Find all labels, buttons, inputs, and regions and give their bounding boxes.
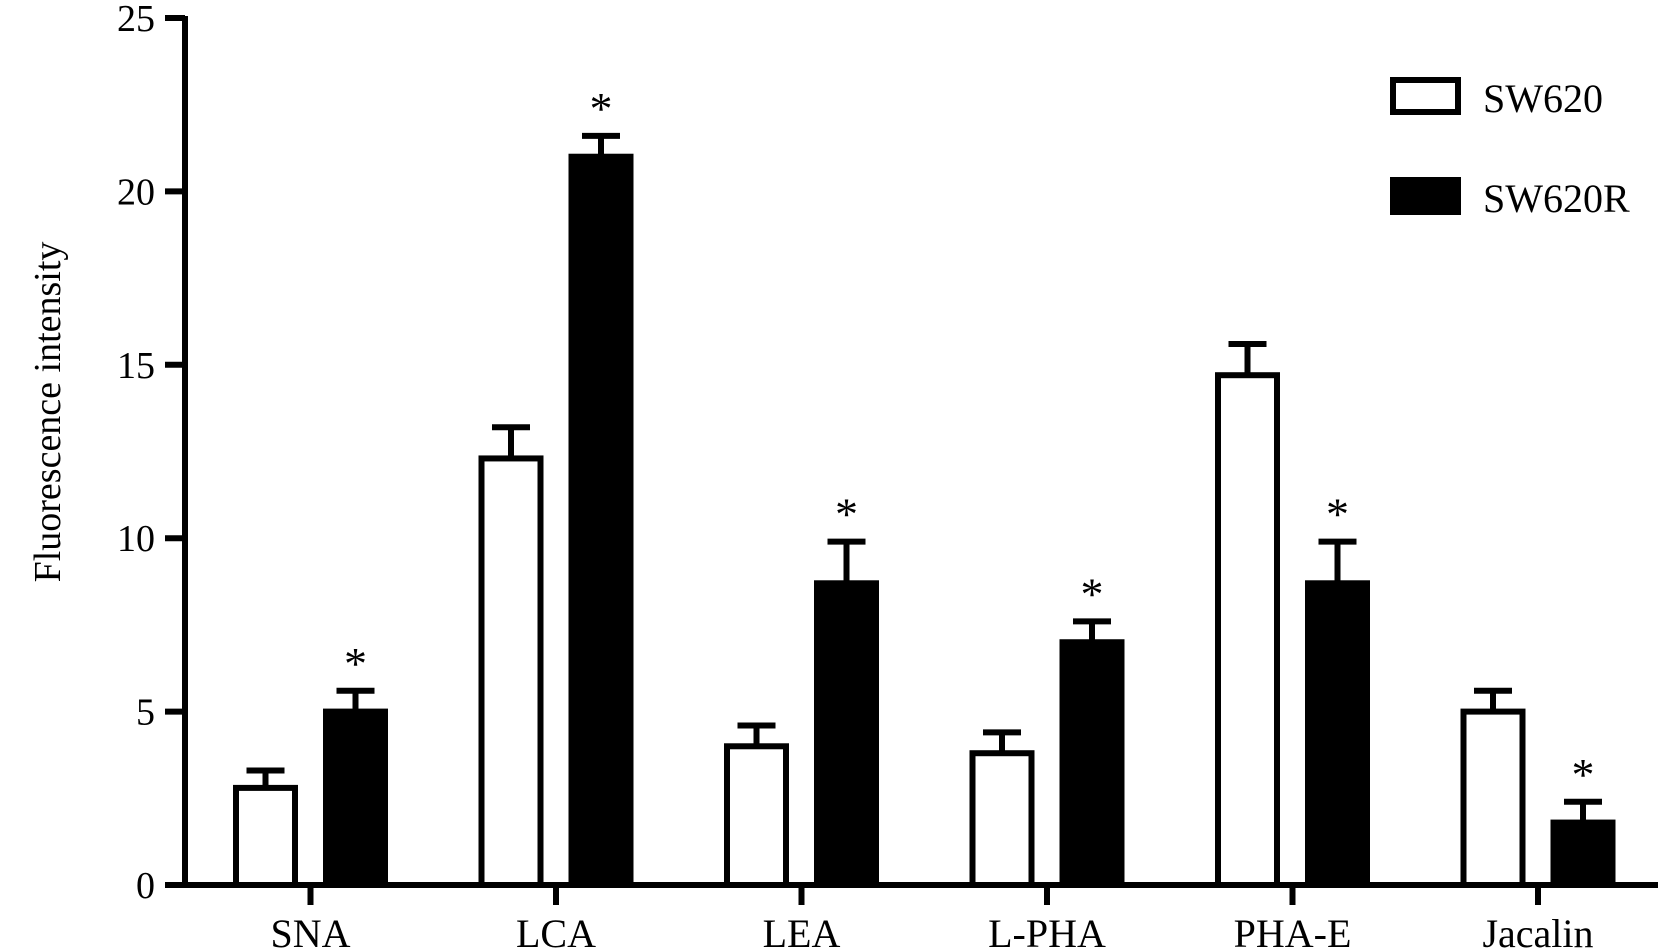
significance-star: * [344, 638, 367, 689]
x-category-label: LEA [763, 911, 841, 952]
significance-star: * [590, 83, 613, 134]
bar-sw620-pha-e [1215, 372, 1280, 888]
y-tick-label: 25 [117, 0, 155, 40]
error-bars [246, 132, 1602, 823]
legend-swatch-sw620 [1390, 77, 1461, 115]
y-tick-label: 5 [136, 692, 155, 734]
bar-sw620r-l-pha [1059, 639, 1125, 888]
y-axis-title: Fluorescence intensity [27, 242, 69, 583]
bar-sw620-lca [478, 455, 544, 888]
bar-sw620-l-pha [969, 750, 1035, 888]
x-category-label: L-PHA [988, 911, 1106, 952]
bar-sw620-lea [724, 743, 789, 889]
bar-sw620-jacalin [1460, 708, 1526, 888]
bars [233, 153, 1616, 889]
significance-star: * [1326, 489, 1349, 540]
y-axis: 0 5 10 15 20 25 [117, 0, 188, 907]
bar-sw620r-lea [814, 580, 879, 888]
legend-label-sw620r: SW620R [1483, 176, 1630, 221]
legend-swatch-sw620r [1390, 177, 1461, 215]
x-category-label: LCA [516, 911, 596, 952]
x-category-label: PHA-E [1234, 911, 1352, 952]
bar-sw620-sna [233, 784, 298, 888]
y-tick-label: 15 [117, 345, 155, 387]
bar-sw620r-pha-e [1305, 580, 1370, 888]
bar-sw620r-sna [323, 708, 388, 888]
legend-label-sw620: SW620 [1483, 76, 1603, 121]
y-tick-label: 20 [117, 171, 155, 213]
x-category-label: Jacalin [1482, 911, 1593, 952]
bar-sw620r-jacalin [1550, 819, 1616, 888]
bar-sw620r-lca [568, 153, 634, 889]
legend: SW620 SW620R [1390, 76, 1630, 221]
significance-star: * [835, 489, 858, 540]
significance-star: * [1572, 749, 1595, 800]
y-tick-label: 10 [117, 518, 155, 560]
x-axis: SNA LCA LEA L-PHA PHA-E Jacalin [182, 882, 1658, 952]
significance-markers: * * * * * * [344, 83, 1595, 800]
x-category-label: SNA [270, 911, 350, 952]
significance-star: * [1081, 568, 1104, 619]
y-tick-label: 0 [136, 865, 155, 907]
